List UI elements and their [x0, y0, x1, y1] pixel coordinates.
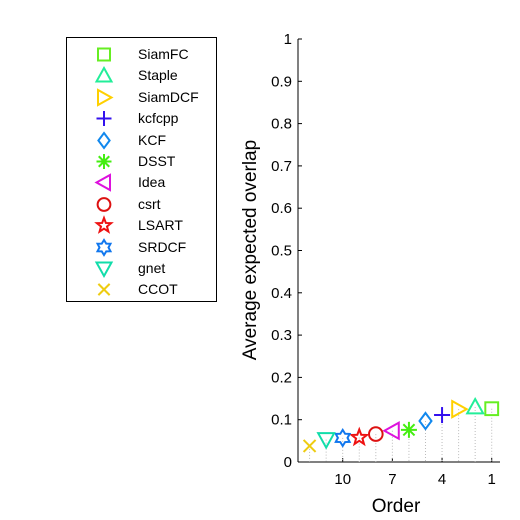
legend-item-dsst: DSST [67, 151, 216, 172]
plot-area: 0 0.1 0.2 0.3 0.4 0.5 0.6 0.7 0.8 0.9 1 10 7 4 1 [271, 31, 500, 488]
legend-item-csrt: csrt [67, 194, 216, 215]
legend-label: Staple [138, 67, 178, 84]
legend-label: kcfcpp [138, 110, 179, 127]
legend-item-kcfcpp: kcfcpp [67, 108, 216, 129]
legend-marker-siamdcf [97, 88, 114, 107]
x-axis-label: Order [372, 496, 421, 517]
legend-item-staple: Staple [67, 65, 216, 86]
y-tick-label: 1 [284, 31, 292, 48]
legend-marker-kcf [97, 130, 111, 150]
legend-item-kcf: KCF [67, 130, 216, 151]
legend-item-ccot: CCOT [67, 279, 216, 300]
legend-item-siamdcf: SiamDCF [67, 87, 216, 108]
data-point-ccot [302, 439, 317, 453]
data-point-csrt [368, 426, 384, 442]
x-tick-label: 7 [388, 471, 396, 488]
legend-marker-lsart [94, 215, 114, 235]
data-point-lsart [348, 426, 370, 447]
legend-item-lsart: LSART [67, 215, 216, 236]
legend-label: LSART [138, 217, 183, 234]
legend-label: csrt [138, 195, 161, 212]
legend-label: SiamDCF [138, 88, 199, 105]
y-tick-label: 0.8 [271, 116, 292, 133]
legend-marker-idea [94, 173, 111, 193]
x-tick-label: 1 [488, 471, 496, 488]
legend-item-idea: Idea [67, 172, 216, 193]
data-point-kcf [418, 411, 433, 431]
legend-label: CCOT [138, 281, 178, 298]
data-point-gnet [316, 432, 336, 450]
x-tick-label: 10 [334, 471, 351, 488]
legend-marker-staple [94, 66, 114, 83]
legend-label: DSST [138, 153, 176, 169]
y-axis-label: Average expected overlap [240, 140, 261, 360]
legend-item-gnet: gnet [67, 258, 216, 279]
y-tick-label: 0.9 [271, 73, 292, 90]
legend-marker-srdcf [95, 237, 113, 257]
y-tick-label: 0.3 [271, 327, 292, 344]
y-tick-label: 0.4 [271, 285, 292, 302]
legend-label: gnet [138, 260, 166, 276]
legend-marker-dsst [96, 154, 112, 169]
legend-label: Idea [138, 174, 166, 191]
y-tick-label: 0.1 [271, 412, 292, 429]
x-tick-label: 4 [438, 471, 446, 488]
data-point-idea [382, 420, 400, 441]
legend-item-srdcf: SRDCF [67, 237, 216, 258]
y-tick-label: 0 [284, 454, 292, 471]
legend-label: SRDCF [138, 238, 187, 255]
legend-marker-csrt [96, 196, 112, 212]
legend-item-siamfc: SiamFC [67, 44, 216, 65]
data-point-dsst [400, 421, 417, 438]
data-point-siamdcf [451, 399, 469, 419]
legend-marker-gnet [94, 261, 114, 279]
legend-label: SiamFC [138, 46, 189, 62]
data-point-siamfc [484, 401, 500, 417]
y-tick-label: 0.6 [271, 200, 292, 217]
legend-marker-kcfcpp [96, 111, 112, 127]
legend: SiamFC Staple SiamDCF kcfcpp KCF DSST Idea csrt… [66, 37, 217, 302]
legend-marker-siamfc [97, 47, 111, 62]
data-point-kcfcpp [434, 407, 451, 424]
y-tick-label: 0.7 [271, 158, 292, 175]
data-point-staple [465, 396, 485, 415]
y-tick-label: 0.5 [271, 243, 292, 260]
legend-marker-ccot [97, 283, 111, 297]
data-point-srdcf [334, 428, 352, 448]
y-tick-label: 0.2 [271, 369, 292, 386]
legend-label: KCF [138, 131, 166, 148]
